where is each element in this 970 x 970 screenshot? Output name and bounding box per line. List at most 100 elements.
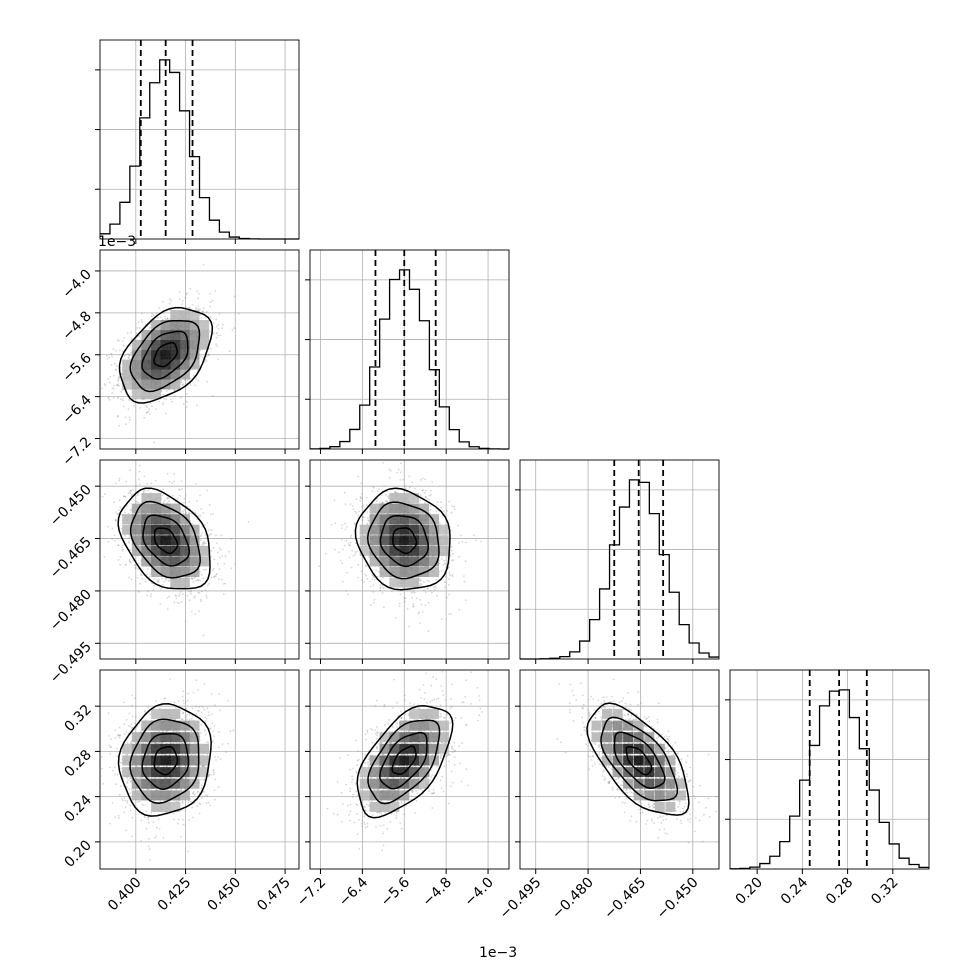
scatter-point xyxy=(173,480,176,483)
scatter-point xyxy=(153,441,156,444)
scatter-point xyxy=(213,725,216,727)
scatter-point xyxy=(419,479,422,481)
scatter-point xyxy=(139,336,142,339)
scatter-point xyxy=(463,575,465,577)
scatter-point xyxy=(343,491,346,494)
scatter-point xyxy=(166,317,169,320)
scatter-point xyxy=(182,711,185,714)
scatter-point xyxy=(142,491,145,494)
histogram-panel-2 xyxy=(515,459,720,664)
scatter-point xyxy=(101,387,104,390)
scatter-point xyxy=(116,537,119,540)
scatter-point xyxy=(228,350,231,353)
scatter-point xyxy=(404,597,407,600)
scatter-point xyxy=(140,573,142,576)
scatter-point xyxy=(168,302,171,305)
scatter-point xyxy=(129,509,132,512)
scatter-point xyxy=(427,601,430,604)
scatter-point xyxy=(360,570,363,573)
scatter-point xyxy=(118,375,121,378)
scatter-point xyxy=(175,597,178,600)
scatter-point xyxy=(115,365,118,367)
scatter-point xyxy=(128,416,131,419)
density-cell xyxy=(170,577,181,588)
scatter-point xyxy=(348,556,351,559)
scatter-point xyxy=(161,494,163,497)
scatter-point xyxy=(190,590,193,592)
scatter-point xyxy=(196,404,198,407)
scatter-point xyxy=(334,548,336,551)
scatter-point xyxy=(345,526,348,528)
scatter-point xyxy=(461,540,464,543)
scatter-point xyxy=(123,495,125,498)
scatter-point xyxy=(135,500,138,503)
scatter-point xyxy=(238,312,240,315)
scatter-point xyxy=(399,479,402,481)
scatter-point xyxy=(363,581,365,584)
scatter-point xyxy=(171,494,174,497)
scatter-point xyxy=(344,528,347,531)
scatter-point xyxy=(165,579,168,582)
scatter-point xyxy=(344,503,347,505)
scatter-point xyxy=(421,489,424,492)
scatter-point xyxy=(107,541,110,543)
scatter-point xyxy=(447,584,450,586)
scatter-point xyxy=(419,494,422,496)
scatter-point xyxy=(122,405,125,408)
scatter-point xyxy=(179,489,182,491)
scatter-point xyxy=(195,579,198,582)
scatter-point xyxy=(372,591,374,593)
scatter-point xyxy=(247,521,250,523)
scatter-point xyxy=(162,312,165,315)
scatter-point xyxy=(191,304,194,306)
scatter-point xyxy=(120,390,122,393)
scatter-point xyxy=(147,590,149,593)
scatter-point xyxy=(365,574,368,577)
scatter-point xyxy=(212,773,215,776)
scatter-point xyxy=(383,485,385,487)
scatter-point xyxy=(424,496,427,499)
scatter-point xyxy=(184,620,187,622)
scatter-point xyxy=(435,510,438,513)
scatter-point xyxy=(128,537,131,539)
scatter-point xyxy=(205,311,208,313)
scatter-point xyxy=(115,368,118,371)
scatter-point xyxy=(195,483,197,485)
scatter-point xyxy=(200,590,203,593)
scatter-point xyxy=(104,493,106,495)
scatter-point xyxy=(185,400,188,403)
scatter-point xyxy=(206,380,208,383)
scatter-point xyxy=(160,316,162,319)
scatter-point xyxy=(222,593,225,596)
scatter-point xyxy=(428,494,431,497)
scatter-point xyxy=(408,486,411,489)
scatter-point xyxy=(436,595,438,597)
scatter-point xyxy=(195,500,198,502)
scatter-point xyxy=(192,581,195,583)
y-tick-label: −0.450 xyxy=(47,482,95,530)
scatter-point xyxy=(435,578,438,581)
density-cell xyxy=(399,535,410,546)
y-tick-label: −0.495 xyxy=(47,639,95,687)
scatter-point xyxy=(404,487,407,490)
scatter-point xyxy=(191,522,193,525)
density-cell xyxy=(199,329,210,340)
scatter-point xyxy=(201,310,204,313)
scatter-point xyxy=(151,313,154,316)
histogram-step xyxy=(310,269,509,450)
scatter-point xyxy=(126,332,129,334)
scatter-point xyxy=(221,323,224,326)
scatter-point xyxy=(174,594,177,597)
scatter-point xyxy=(210,513,212,516)
scatter-point xyxy=(189,593,192,595)
scatter-point xyxy=(128,353,130,356)
scatter-point xyxy=(215,343,218,346)
scatter-point xyxy=(218,312,221,315)
scatter-point xyxy=(145,827,148,830)
scatter-point xyxy=(162,488,165,491)
scatter-point xyxy=(420,580,422,582)
scatter-point xyxy=(150,482,153,485)
scatter-point xyxy=(218,568,221,571)
scatter-point xyxy=(442,564,444,566)
